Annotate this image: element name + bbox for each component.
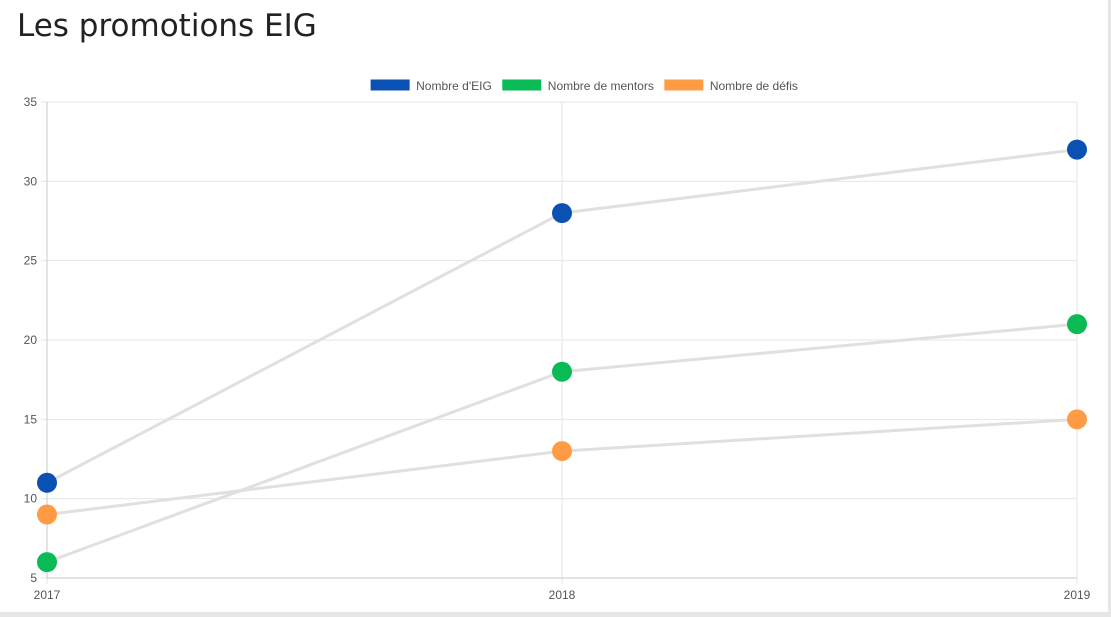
data-point — [1067, 314, 1087, 335]
legend-swatch — [501, 78, 543, 92]
y-tick-label: 25 — [24, 254, 38, 268]
data-point — [1067, 409, 1087, 430]
data-point — [1067, 139, 1087, 160]
legend-swatch — [369, 78, 411, 92]
data-point — [37, 504, 57, 525]
y-tick-label: 20 — [24, 333, 38, 347]
y-tick-label: 15 — [24, 412, 38, 426]
data-point — [552, 441, 572, 462]
panel-bottom-border — [0, 612, 1111, 617]
data-point — [552, 203, 572, 224]
page-title: Les promotions EIG — [17, 8, 317, 44]
x-tick-label: 2019 — [1064, 588, 1091, 602]
legend-label: Nombre de mentors — [548, 79, 654, 93]
y-tick-label: 5 — [30, 571, 37, 585]
data-point — [552, 361, 572, 382]
legend-label: Nombre de défis — [710, 79, 798, 93]
data-point — [37, 472, 57, 493]
legend-swatch — [663, 78, 705, 92]
panel-right-border — [1108, 0, 1111, 617]
x-tick-label: 2017 — [34, 588, 61, 602]
y-tick-label: 35 — [24, 95, 38, 109]
y-tick-label: 30 — [24, 174, 38, 188]
legend-label: Nombre d'EIG — [416, 79, 492, 93]
x-tick-label: 2018 — [549, 588, 576, 602]
y-tick-label: 10 — [24, 492, 38, 506]
data-point — [37, 552, 57, 573]
